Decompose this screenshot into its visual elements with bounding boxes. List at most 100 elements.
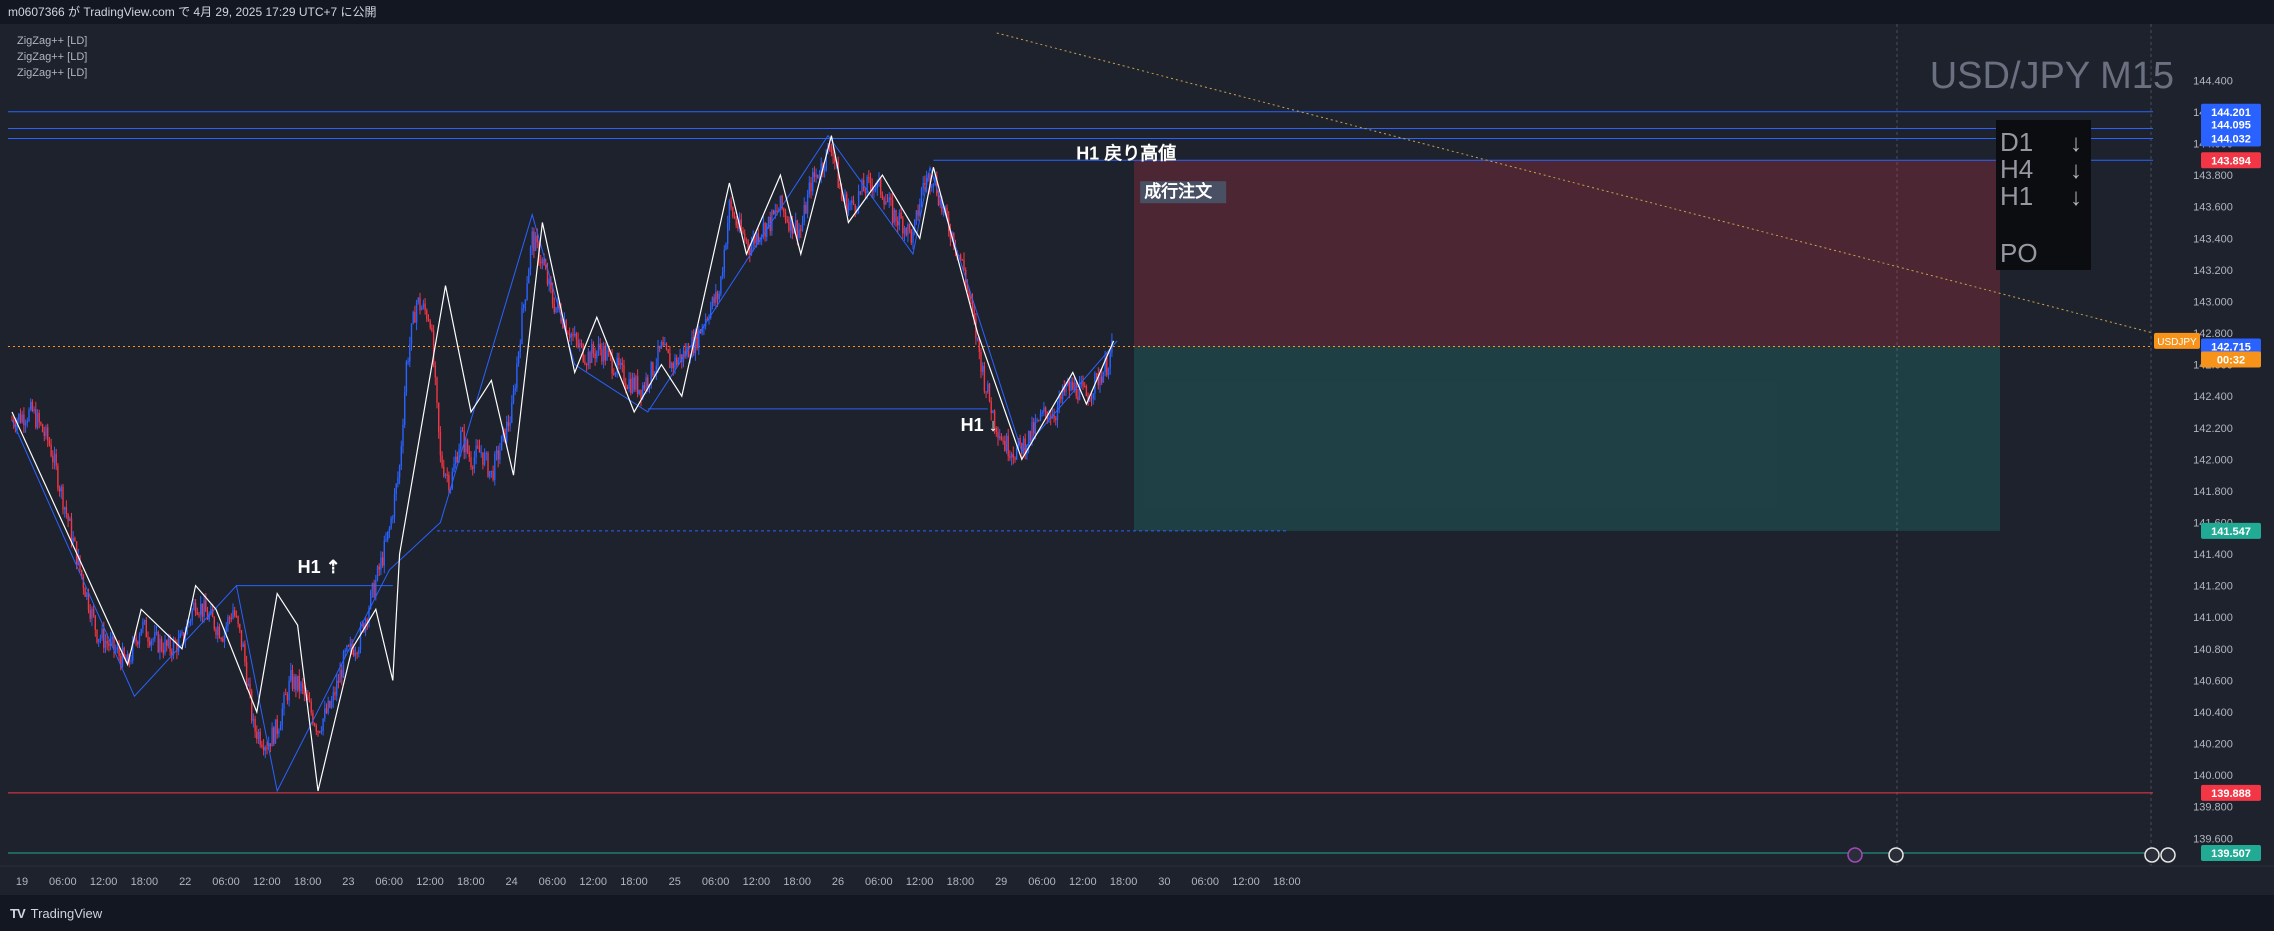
price-label[interactable]: 141.547 xyxy=(2211,526,2251,538)
candle-body xyxy=(240,629,243,648)
candle-body xyxy=(21,414,23,423)
candle-body xyxy=(1012,453,1014,458)
candle-body xyxy=(58,488,61,492)
candle-body xyxy=(740,219,742,232)
indicator-zigzag-2[interactable]: ZigZag++ [LD] xyxy=(17,51,88,63)
price-label[interactable]: 144.032 xyxy=(2211,133,2251,145)
price-label-background xyxy=(2201,338,2261,355)
h1-annotation[interactable]: H1 ↓ xyxy=(961,415,998,435)
candle-body xyxy=(568,334,571,338)
candle-body xyxy=(191,609,193,621)
price-tick-label: 143.600 xyxy=(2193,202,2233,214)
candle-body xyxy=(698,329,700,348)
candle-body xyxy=(825,149,827,170)
candle-body xyxy=(810,182,812,192)
candle-body xyxy=(876,180,878,189)
earnings-event-icon[interactable] xyxy=(1847,847,1863,863)
candle-body xyxy=(55,453,57,466)
time-tick-label: 18:00 xyxy=(131,876,159,888)
position-tool[interactable] xyxy=(1134,160,2000,531)
candle-body xyxy=(988,383,991,402)
flag-event-icon[interactable] xyxy=(1888,847,1904,863)
candle-body xyxy=(849,203,851,205)
candle-body xyxy=(720,276,722,294)
price-label[interactable]: 139.888 xyxy=(2211,788,2251,800)
price-label[interactable]: 143.894 xyxy=(2211,155,2252,167)
tradingview-logo[interactable]: TV xyxy=(10,905,26,921)
candle-body xyxy=(1019,438,1021,443)
stop-loss-zone[interactable] xyxy=(1134,160,2000,347)
price-label-background xyxy=(2201,152,2261,169)
candle-body xyxy=(604,346,606,361)
price-axis[interactable]: 144.400144.200144.000143.800143.600143.4… xyxy=(2153,24,2274,866)
price-label[interactable]: 00:32 xyxy=(2217,354,2245,366)
candle-body xyxy=(643,385,646,389)
candle-body xyxy=(672,362,674,369)
time-tick-label: 18:00 xyxy=(294,876,322,888)
trend-timeframe-label: H1 xyxy=(2000,181,2033,211)
candle-body xyxy=(1078,383,1081,401)
horizontal-lines[interactable] xyxy=(8,111,2153,854)
candle-body xyxy=(87,592,90,611)
candle-body xyxy=(152,639,154,641)
candle-body xyxy=(477,445,479,448)
candle-body xyxy=(580,343,583,345)
candle-body xyxy=(946,207,948,218)
candle-body xyxy=(35,409,37,428)
candle-body xyxy=(691,336,693,358)
candle-body xyxy=(337,680,340,683)
price-label[interactable]: 139.507 xyxy=(2211,848,2251,860)
symbol-tag[interactable]: USDJPY xyxy=(2157,337,2197,348)
candle-body xyxy=(436,377,438,403)
order-annotation[interactable]: 成行注文 xyxy=(1144,181,1213,201)
candle-body xyxy=(730,200,732,208)
tradingview-brand[interactable]: TradingView xyxy=(30,905,103,921)
candle-body xyxy=(932,183,935,187)
trendline[interactable] xyxy=(996,32,2154,334)
indicator-zigzag-1[interactable]: ZigZag++ [LD] xyxy=(17,35,88,47)
price-tick-label: 142.400 xyxy=(2193,391,2233,403)
indicator-zigzag-3[interactable]: ZigZag++ [LD] xyxy=(17,67,88,79)
time-axis[interactable]: 19 06:00 12:00 18:00 22 06:00 12:00 18:00 23 06:0… xyxy=(0,847,2274,895)
h1-annotation[interactable]: H1 戻り高値 xyxy=(1076,142,1176,163)
candle-body xyxy=(434,365,436,378)
candle-body xyxy=(143,620,146,622)
candles xyxy=(11,139,1113,759)
price-label[interactable]: 144.095 xyxy=(2211,120,2251,132)
price-tick-label: 142.000 xyxy=(2193,454,2233,466)
candle-body xyxy=(194,602,197,613)
price-label[interactable]: 142.715 xyxy=(2211,341,2251,353)
flag-event-icon[interactable] xyxy=(2144,847,2160,863)
candle-body xyxy=(346,645,348,651)
flag-event-icon[interactable] xyxy=(2160,847,2176,863)
price-label[interactable]: 144.201 xyxy=(2211,107,2251,119)
h1-annotation[interactable]: H1 ⇡ xyxy=(298,557,341,577)
candle-body xyxy=(490,470,493,472)
candle-body xyxy=(812,172,814,192)
candle-body xyxy=(1090,398,1093,400)
candle-body xyxy=(186,623,188,635)
candle-body xyxy=(286,694,289,701)
trendline-path[interactable] xyxy=(996,32,2154,334)
candle-body xyxy=(393,494,396,518)
candle-body xyxy=(201,603,204,617)
candle-body xyxy=(239,624,241,630)
candle-body xyxy=(421,307,423,311)
time-tick-label: 18:00 xyxy=(620,876,648,888)
candle-body xyxy=(470,457,472,468)
candle-body xyxy=(427,319,430,321)
candle-body xyxy=(635,376,637,390)
candle-body xyxy=(541,259,544,264)
candle-body xyxy=(458,448,460,462)
candle-body xyxy=(405,361,408,393)
candle-body xyxy=(659,345,661,349)
candle-body xyxy=(48,440,51,445)
candle-body xyxy=(993,410,996,429)
candle-body xyxy=(982,365,984,372)
zigzag-white-line xyxy=(11,135,1115,792)
candle-body xyxy=(980,351,982,372)
take-profit-zone[interactable] xyxy=(1134,346,2000,531)
candle-body xyxy=(237,616,239,625)
